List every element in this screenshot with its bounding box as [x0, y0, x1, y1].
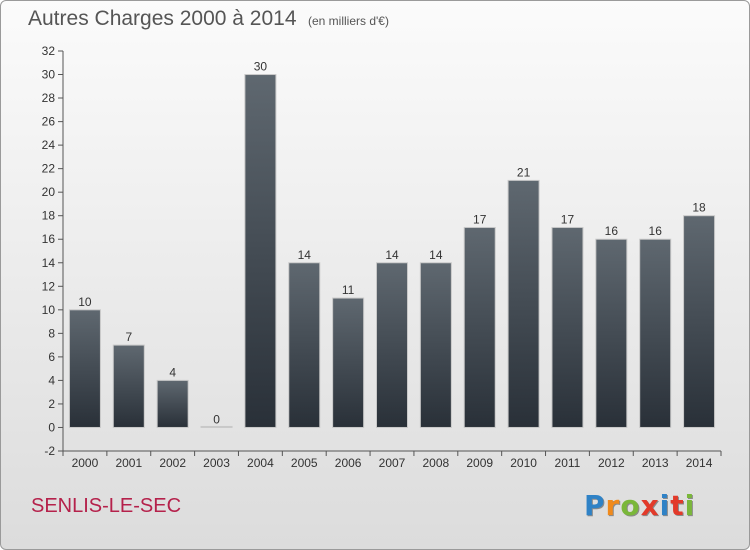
y-tick-label: 20 — [42, 185, 56, 199]
y-tick-label: 12 — [42, 279, 56, 293]
x-tick-label-2001: 2001 — [115, 456, 142, 470]
y-tick-label: 10 — [42, 303, 56, 317]
y-tick-label: 18 — [42, 209, 56, 223]
y-tick-label: 4 — [48, 373, 55, 387]
bar-2007 — [376, 262, 408, 428]
x-tick-label-2009: 2009 — [466, 456, 493, 470]
logo-letter: x — [640, 489, 660, 522]
value-label-2012: 16 — [605, 224, 619, 238]
bar-2002 — [156, 379, 189, 428]
logo-letter: o — [620, 489, 641, 522]
chart-subtitle: (en milliers d'€) — [308, 14, 389, 28]
y-tick-label: 32 — [42, 44, 56, 58]
y-tick-label: 28 — [42, 91, 56, 105]
chart-title: Autres Charges 2000 à 2014 — [28, 7, 297, 30]
bar-2014 — [683, 215, 716, 428]
bar-2012 — [595, 238, 628, 428]
bar-2013 — [639, 238, 672, 428]
value-label-2011: 17 — [561, 212, 575, 226]
bar-2011 — [551, 226, 584, 428]
logo-letter: i — [659, 489, 671, 522]
x-tick-label-2008: 2008 — [423, 456, 450, 470]
logo-letter: r — [605, 489, 621, 522]
value-label-2003: 0 — [213, 412, 220, 426]
y-tick-label: -2 — [44, 444, 55, 458]
value-label-2004: 30 — [254, 60, 268, 74]
bar-2006 — [332, 297, 365, 428]
y-tick-label: 0 — [48, 420, 55, 434]
x-tick-label-2000: 2000 — [72, 456, 99, 470]
x-tick-label-2012: 2012 — [598, 456, 625, 470]
value-label-2010: 21 — [517, 165, 531, 179]
logo-letter: P — [584, 489, 606, 522]
y-tick-label: 16 — [42, 232, 56, 246]
value-label-2014: 18 — [692, 201, 706, 215]
value-label-2005: 14 — [298, 248, 312, 262]
value-label-2008: 14 — [429, 248, 443, 262]
logo-letter: i — [684, 489, 696, 522]
value-label-2000: 10 — [78, 295, 92, 309]
x-tick-label-2003: 2003 — [203, 456, 230, 470]
commune-name: SENLIS-LE-SEC — [31, 495, 182, 517]
bar-2009 — [463, 226, 496, 428]
value-label-2007: 14 — [385, 248, 399, 262]
bar-2005 — [288, 262, 321, 428]
bar-2008 — [419, 262, 452, 428]
bar-2001 — [112, 344, 145, 428]
y-tick-label: 6 — [48, 350, 55, 364]
y-tick-label: 30 — [42, 68, 56, 82]
y-tick-label: 22 — [42, 162, 56, 176]
x-tick-label-2005: 2005 — [291, 456, 318, 470]
logo-letter: t — [670, 489, 685, 522]
bar-2004 — [244, 74, 277, 428]
chart-bars — [68, 74, 716, 428]
y-tick-label: 2 — [48, 397, 55, 411]
y-tick-label: 14 — [42, 256, 56, 270]
bar-2003 — [200, 425, 233, 428]
x-tick-label-2014: 2014 — [686, 456, 713, 470]
chart-value-labels: 10 7 4 0 30 14 11 14 14 17 21 17 16 16 18 — [78, 60, 706, 427]
y-tick-label: 26 — [42, 115, 56, 129]
value-label-2013: 16 — [649, 224, 663, 238]
x-tick-label-2002: 2002 — [159, 456, 186, 470]
y-tick-label: 8 — [48, 326, 55, 340]
value-label-2006: 11 — [342, 283, 355, 297]
value-label-2009: 17 — [473, 212, 487, 226]
value-label-2001: 7 — [125, 330, 132, 344]
proxiti-logo: Proxiti — [584, 489, 695, 522]
x-tick-label-2013: 2013 — [642, 456, 669, 470]
x-tick-label-2007: 2007 — [379, 456, 406, 470]
x-tick-label-2011: 2011 — [555, 456, 581, 470]
value-label-2002: 4 — [169, 365, 176, 379]
y-tick-label: 24 — [42, 138, 56, 152]
x-tick-label-2004: 2004 — [247, 456, 274, 470]
x-tick-label-2006: 2006 — [335, 456, 362, 470]
x-tick-label-2010: 2010 — [510, 456, 537, 470]
bar-2010 — [507, 179, 540, 428]
bar-2000 — [68, 309, 101, 428]
